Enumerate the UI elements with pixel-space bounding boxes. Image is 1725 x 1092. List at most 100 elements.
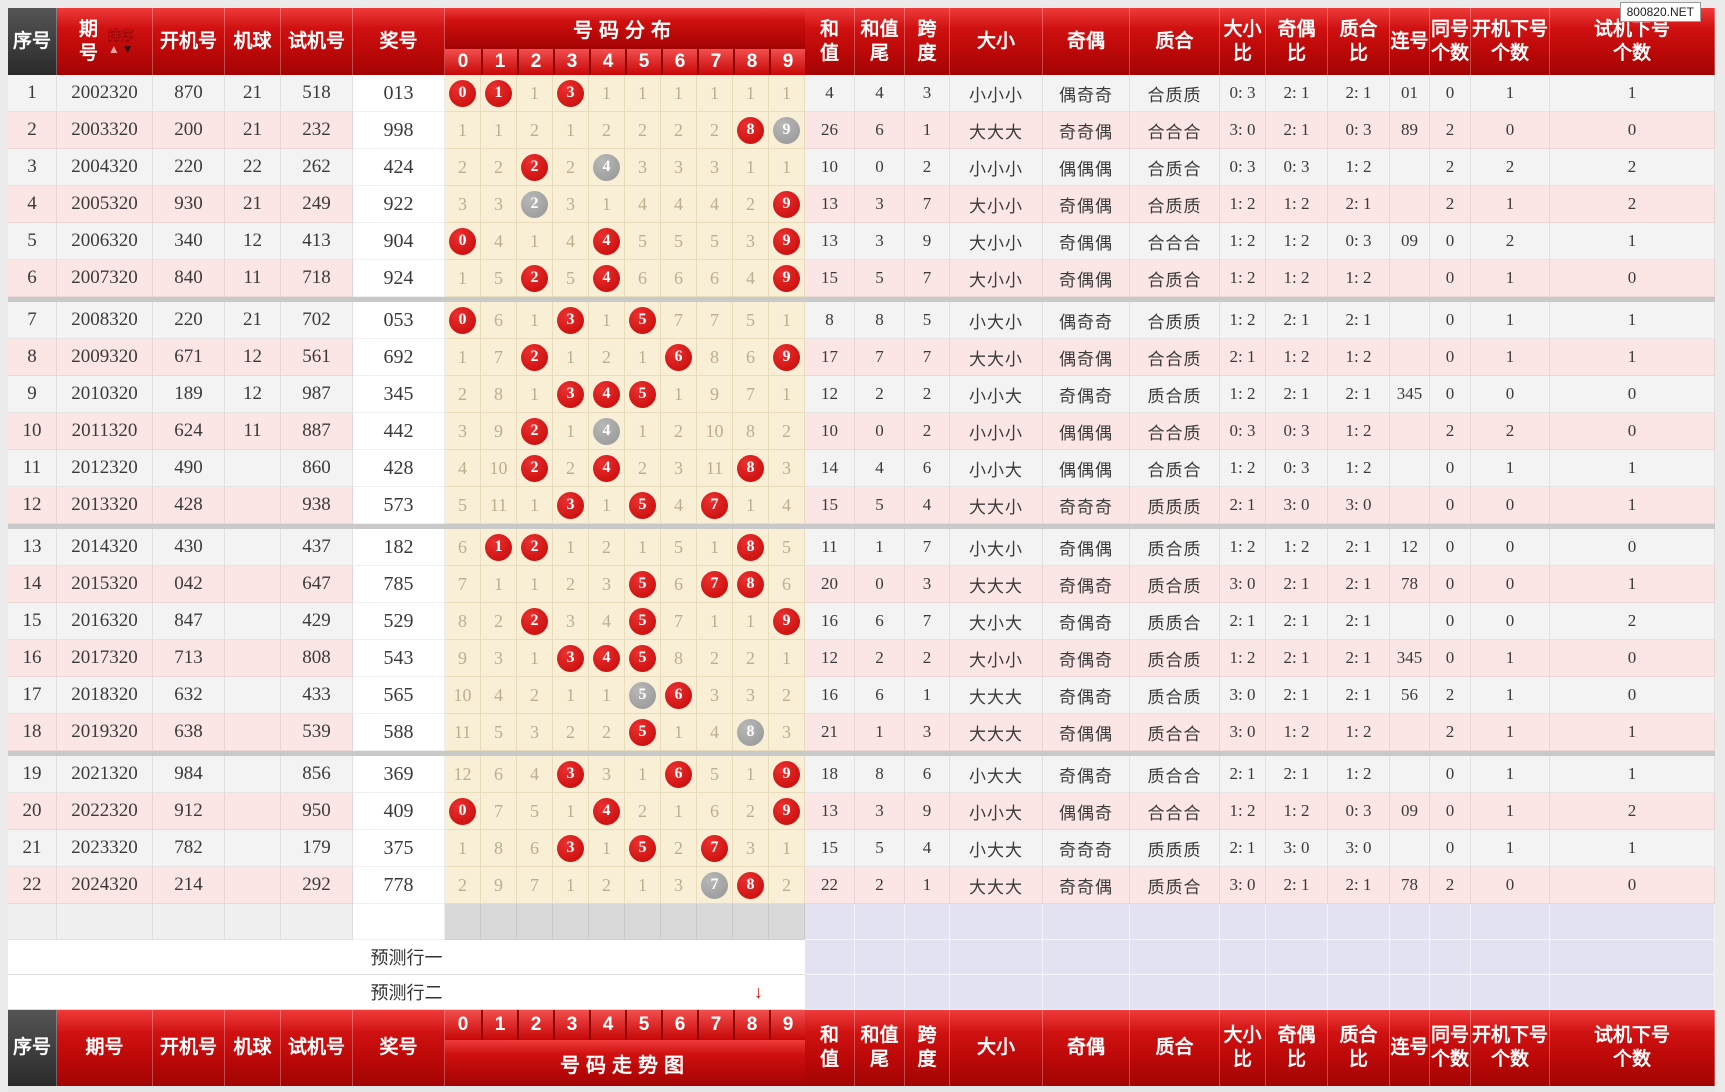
drawn-digit-red-circle: 6 [665, 760, 692, 788]
dist-cell-1: 7 [481, 793, 517, 830]
column-label: 同号个数 [1430, 1025, 1469, 1070]
dist-cell-1: 3 [481, 640, 517, 677]
sort-asc-icon[interactable]: ▲ [107, 42, 120, 56]
dist-cell-3: 2 [553, 450, 589, 487]
job-cell: 0: 3 [1266, 149, 1328, 186]
kd-cell: 1 [905, 677, 950, 714]
qh-cell: 2006320 [57, 223, 153, 260]
prize-number-cell: 573 [353, 487, 445, 524]
dist-cell-9: 3 [769, 714, 805, 751]
zh-cell: 合质合 [1130, 450, 1220, 487]
prediction-value-cell [1220, 975, 1266, 1010]
hz-cell: 18 [805, 756, 855, 793]
drawn-digit-red-circle: 2 [521, 153, 548, 181]
job-cell: 0: 3 [1266, 413, 1328, 450]
dist-cell-5: 1 [625, 529, 661, 566]
dist-cell-0: 2 [445, 149, 481, 186]
kd-cell: 3 [905, 714, 950, 751]
dist-cell-6: 6 [661, 677, 697, 714]
hzw-cell: 5 [855, 487, 905, 524]
kjx-cell: 1 [1471, 793, 1550, 830]
dist-cell-5: 5 [625, 302, 661, 339]
dist-cell-1: 3 [481, 186, 517, 223]
digit-header-7: 7 [697, 1010, 733, 1040]
kjx-cell: 0 [1471, 566, 1550, 603]
dist-cell-2: 5 [517, 793, 553, 830]
sjx-cell: 1 [1550, 566, 1715, 603]
zh-cell: 合合质 [1130, 413, 1220, 450]
dist-cell-3: 2 [553, 149, 589, 186]
jq-cell [225, 450, 281, 487]
header-th: 同号个数 [1430, 1010, 1471, 1086]
dist-cell-4: 2 [589, 339, 625, 376]
kjh-cell: 428 [153, 487, 225, 524]
drawn-digit-red-circle: 2 [521, 343, 548, 371]
lh-cell: 345 [1390, 640, 1430, 677]
xh-cell: 4 [8, 186, 57, 223]
zhb-cell: 0: 3 [1328, 793, 1390, 830]
dist-cell-6: 6 [661, 756, 697, 793]
zhb-cell: 1: 2 [1328, 260, 1390, 297]
dist-cell-5: 1 [625, 339, 661, 376]
dist-cell-5: 5 [625, 830, 661, 867]
dist-cell-3: 1 [553, 677, 589, 714]
lh-cell: 89 [1390, 112, 1430, 149]
dist-cell-9: 2 [769, 413, 805, 450]
prediction-value-cell [805, 975, 855, 1010]
hzw-cell: 6 [855, 112, 905, 149]
xh-cell: 8 [8, 339, 57, 376]
drawn-digit-red-circle: 5 [629, 570, 656, 598]
empty-value-cell [1130, 904, 1220, 940]
kjh-cell: 671 [153, 339, 225, 376]
jo-cell: 偶偶偶 [1043, 413, 1130, 450]
dist-cell-2: 1 [517, 487, 553, 524]
sort-desc-icon[interactable]: ▼ [121, 42, 134, 56]
dist-cell-7: 6 [697, 793, 733, 830]
th-cell: 2 [1430, 677, 1471, 714]
zh-cell: 合质质 [1130, 75, 1220, 112]
dist-cell-4: 4 [589, 413, 625, 450]
th-cell: 2 [1430, 149, 1471, 186]
dist-cell-9: 3 [769, 450, 805, 487]
dist-cell-3: 1 [553, 339, 589, 376]
prize-number-cell: 565 [353, 677, 445, 714]
dist-cell-8: 8 [733, 112, 769, 149]
drawn-digit-red-circle: 5 [629, 834, 656, 862]
th-cell: 0 [1430, 339, 1471, 376]
dist-cell-9: 9 [769, 793, 805, 830]
prize-number-cell: 424 [353, 149, 445, 186]
hz-cell: 20 [805, 566, 855, 603]
repeat-digit-gray-circle: 9 [773, 116, 800, 144]
sjh-cell: 232 [281, 112, 353, 149]
header-period: 期号 排序 ▲ ▼ [57, 8, 153, 75]
hz-cell: 10 [805, 149, 855, 186]
hzw-cell: 3 [855, 223, 905, 260]
drawn-digit-red-circle: 2 [521, 264, 548, 292]
kjx-cell: 1 [1471, 830, 1550, 867]
digit-header-7: 7 [697, 49, 733, 75]
sjh-cell: 413 [281, 223, 353, 260]
dist-cell-2: 2 [517, 260, 553, 297]
zh-cell: 质合质 [1130, 677, 1220, 714]
job-cell: 1: 2 [1266, 223, 1328, 260]
dist-cell-8: 6 [733, 339, 769, 376]
dist-cell-6: 1 [661, 714, 697, 751]
zhb-cell: 2: 1 [1328, 302, 1390, 339]
dist-cell-4: 2 [589, 529, 625, 566]
dist-cell-0: 1 [445, 260, 481, 297]
dxb-cell: 3: 0 [1220, 677, 1266, 714]
dist-cell-4: 1 [589, 302, 625, 339]
dist-cell-9: 2 [769, 867, 805, 904]
lh-cell [1390, 756, 1430, 793]
dxb-cell: 1: 2 [1220, 450, 1266, 487]
zhb-cell: 3: 0 [1328, 487, 1390, 524]
hz-cell: 13 [805, 223, 855, 260]
job-cell: 2: 1 [1266, 302, 1328, 339]
dist-cell-7: 5 [697, 756, 733, 793]
column-label: 奇偶 [1066, 1037, 1105, 1059]
column-label: 质合 [1155, 30, 1194, 52]
sjx-cell: 1 [1550, 223, 1715, 260]
dist-cell-3: 3 [553, 487, 589, 524]
hzw-cell: 6 [855, 677, 905, 714]
dist-cell-4: 2 [589, 867, 625, 904]
